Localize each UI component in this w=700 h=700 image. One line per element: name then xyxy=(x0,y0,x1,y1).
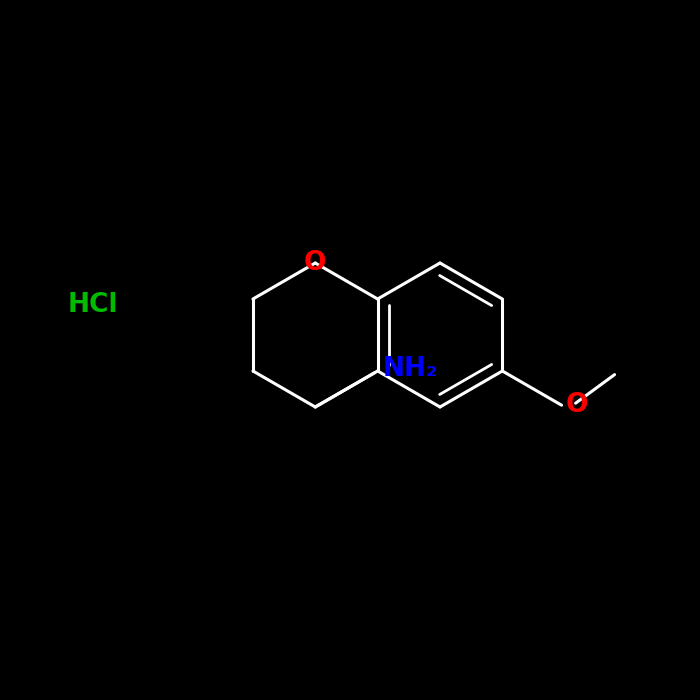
Text: HCl: HCl xyxy=(68,292,118,318)
Text: O: O xyxy=(566,392,588,418)
Text: NH₂: NH₂ xyxy=(382,356,438,382)
Text: O: O xyxy=(304,250,326,276)
